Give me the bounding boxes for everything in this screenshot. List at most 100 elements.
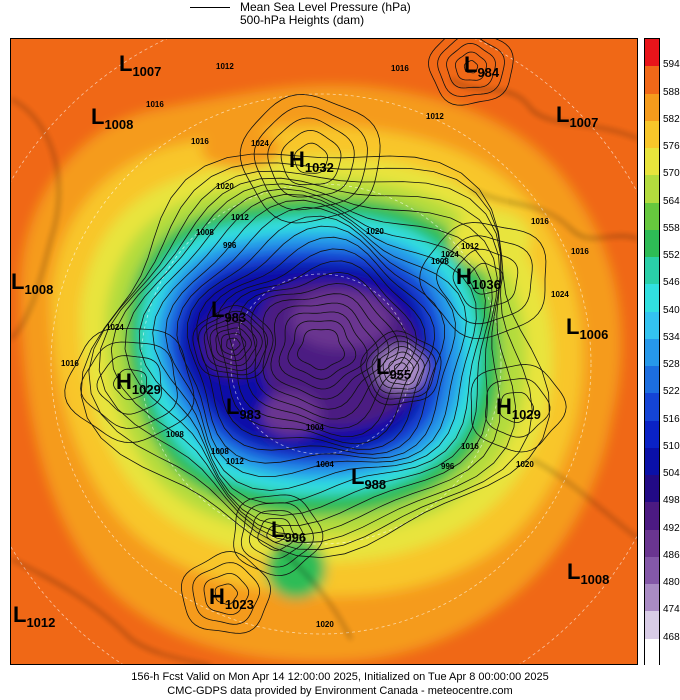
high-pressure-centre: H1023 <box>209 584 254 612</box>
isobar <box>152 193 486 504</box>
legend-heights-label: 500-hPa Heights (dam) <box>240 13 365 27</box>
colorbar-tick-label: 552 <box>663 250 680 262</box>
centre-value: 1007 <box>132 64 161 79</box>
isobar <box>468 262 504 295</box>
isobar <box>88 162 533 551</box>
colorbar-cell <box>645 611 659 640</box>
isobar <box>266 525 286 543</box>
centre-letter: H <box>289 147 305 172</box>
isobar <box>226 337 241 351</box>
centre-value: 996 <box>284 530 306 545</box>
isobar <box>371 340 431 394</box>
colorbar-tick-label: 570 <box>663 168 680 180</box>
colorbar-cell <box>645 66 659 94</box>
colorbar-tick-label: 564 <box>663 195 680 207</box>
latitude-circle <box>50 93 592 635</box>
isobars <box>64 39 567 634</box>
colorbar-cell <box>645 366 659 394</box>
colorbar-cell <box>645 148 659 176</box>
isobar <box>64 328 195 444</box>
centre-letter: L <box>376 354 389 379</box>
colorbar-tick-label: 576 <box>663 141 680 153</box>
colorbar-cell <box>645 120 659 149</box>
map-legend: Mean Sea Level Pressure (hPa) 500-hPa He… <box>190 0 510 30</box>
colorbar-cell <box>645 93 659 122</box>
isobar-value-label: 1012 <box>461 242 479 251</box>
isobar-value-label: 1020 <box>316 620 334 629</box>
centre-letter: H <box>496 394 512 419</box>
isobar <box>209 322 258 367</box>
isobar <box>454 51 488 81</box>
isobar <box>485 378 551 438</box>
colorbar-tick-label: 522 <box>663 386 680 398</box>
latitude-circle <box>230 273 412 455</box>
isobar-value-label: 1004 <box>316 460 334 469</box>
isobar-value-label: 1012 <box>216 62 234 71</box>
pressure-centres: L1007L1008H1032L984L1007L1008H1036L1006L… <box>11 51 609 630</box>
data-source-caption: CMC-GDPS data provided by Environment Ca… <box>167 685 513 697</box>
coastlines <box>11 78 637 664</box>
isobar <box>463 60 479 74</box>
isobar-value-label: 996 <box>441 462 455 471</box>
colorbar-tick-label: 534 <box>663 331 680 343</box>
colorbar-tick-label: 594 <box>663 59 680 71</box>
isobar <box>203 316 263 371</box>
isobar-value-label: 1024 <box>106 323 124 332</box>
centre-value: 983 <box>224 310 246 325</box>
isobar <box>80 341 178 429</box>
isobar <box>240 502 314 568</box>
isobar <box>205 236 436 450</box>
field-low-southwest <box>261 392 321 436</box>
isobar <box>436 235 533 325</box>
low-pressure-centre: L983 <box>211 297 246 325</box>
centre-value: 984 <box>477 65 499 80</box>
colorbar-tick-label: 510 <box>663 440 680 452</box>
centre-letter: L <box>119 51 132 76</box>
colorbar-tick-label: 540 <box>663 304 680 316</box>
colorbar-tick-label: 546 <box>663 277 680 289</box>
isobar <box>419 222 547 340</box>
isobar <box>446 42 496 89</box>
isobar-value-label: 1016 <box>191 137 209 146</box>
weather-map: 1012 1016 1016 1012 1016 1024 1020 1012 1008 996 1… <box>10 38 638 665</box>
isobar <box>216 248 426 445</box>
isobar <box>287 320 357 380</box>
colorbar-tick-label: 486 <box>663 549 680 561</box>
isobar-value-label: 1020 <box>366 227 384 236</box>
isobar <box>437 39 505 97</box>
centre-letter: L <box>567 559 580 584</box>
isobar <box>138 188 493 516</box>
isobar-value-label: 1008 <box>211 447 229 456</box>
isobar <box>382 351 420 386</box>
centre-value: 1029 <box>132 382 161 397</box>
centre-letter: H <box>116 369 132 394</box>
high-pressure-centre: H1029 <box>116 369 161 397</box>
isobar <box>215 327 252 362</box>
isobar <box>452 248 519 310</box>
field-ridge-northeast <box>451 209 531 269</box>
colorbar-cell <box>645 202 659 231</box>
isobar <box>293 142 329 174</box>
colorbar-cell <box>645 556 659 585</box>
centre-letter: L <box>271 517 284 542</box>
isobar <box>248 510 305 560</box>
centre-value: 1008 <box>580 572 609 587</box>
centre-value: 1032 <box>305 160 334 175</box>
isobar <box>257 518 295 551</box>
coastline <box>11 558 205 664</box>
isobar-value-label: 1016 <box>571 247 589 256</box>
isobar-value-label: 1008 <box>431 257 449 266</box>
centre-value: 1006 <box>579 327 608 342</box>
low-pressure-centre: L996 <box>271 517 306 545</box>
coastline <box>470 188 637 239</box>
centre-value: 983 <box>239 407 261 422</box>
low-pressure-centre: L1012 <box>13 602 55 630</box>
colorbar-tick-label: 582 <box>663 113 680 125</box>
isobar <box>227 260 418 437</box>
colorbar-cell <box>645 311 659 340</box>
isobar <box>198 310 269 376</box>
isobar <box>238 271 409 429</box>
isobar <box>427 39 514 106</box>
